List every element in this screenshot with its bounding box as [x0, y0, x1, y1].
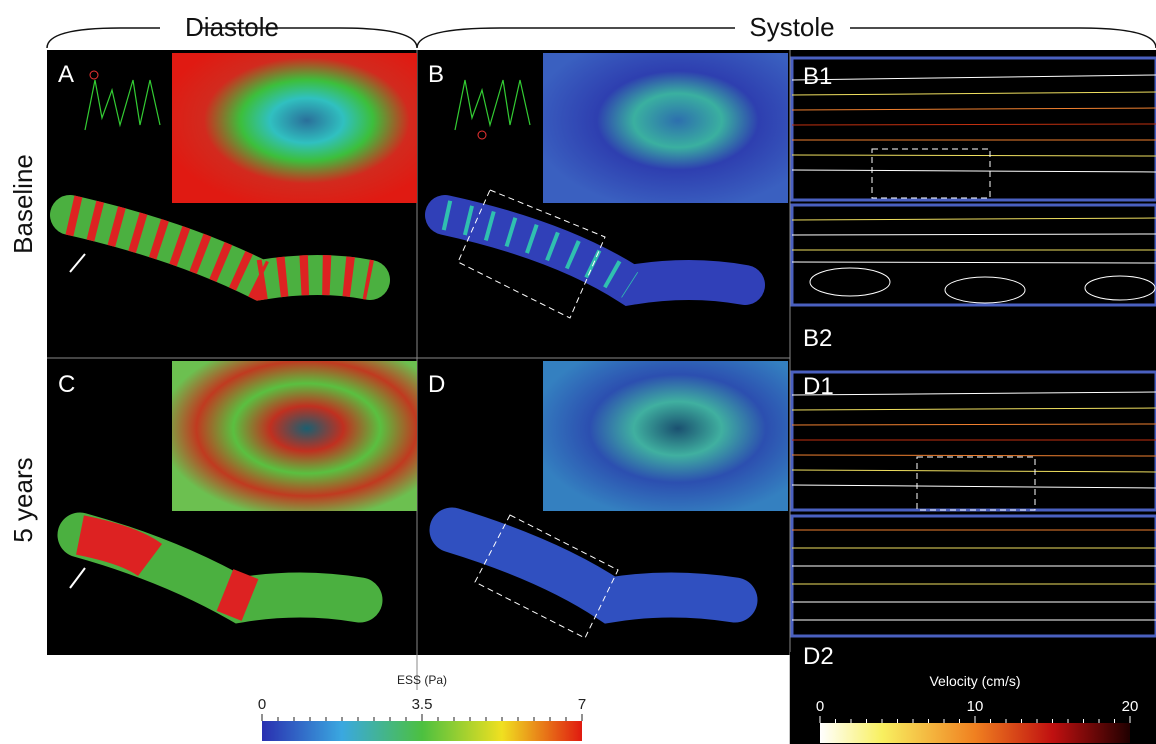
colorbar-title: ESS (Pa): [397, 673, 447, 687]
panel-label: C: [58, 371, 75, 398]
streamline-view: [792, 516, 1156, 636]
panel-label: A: [58, 61, 74, 88]
colorbar-tick-label: 10: [967, 698, 984, 715]
figure: Diastole Systole Baseline 5 years: [0, 0, 1156, 744]
colorbar-tick-label: 0: [258, 696, 266, 713]
colorbar: [262, 721, 582, 741]
vessel-ess: [225, 590, 250, 600]
lumen-view: [543, 53, 788, 203]
lumen-view: [172, 361, 417, 511]
colorbar-tick-label: 7: [578, 696, 586, 713]
panel-label: B1: [803, 63, 832, 90]
colorbar-tick-label: 3.5: [412, 696, 433, 713]
row-label: Baseline: [8, 154, 38, 254]
lumen-view: [543, 361, 788, 511]
colorbar-tick-label: 0: [816, 698, 824, 715]
lumen-view: [172, 53, 417, 203]
vessel-ess: [80, 535, 150, 560]
colorbar-tick-label: 20: [1122, 698, 1139, 715]
panel-label: B: [428, 61, 444, 88]
header-diastole: Diastole: [185, 12, 279, 42]
colorbar-title: Velocity (cm/s): [929, 673, 1020, 689]
header-systole: Systole: [749, 12, 834, 42]
panel-label: D2: [803, 643, 834, 670]
panel-label: B2: [803, 325, 832, 352]
panel-label: D1: [803, 373, 834, 400]
panel-label: D: [428, 371, 445, 398]
row-label: 5 years: [8, 457, 38, 542]
colorbar: [820, 723, 1130, 743]
